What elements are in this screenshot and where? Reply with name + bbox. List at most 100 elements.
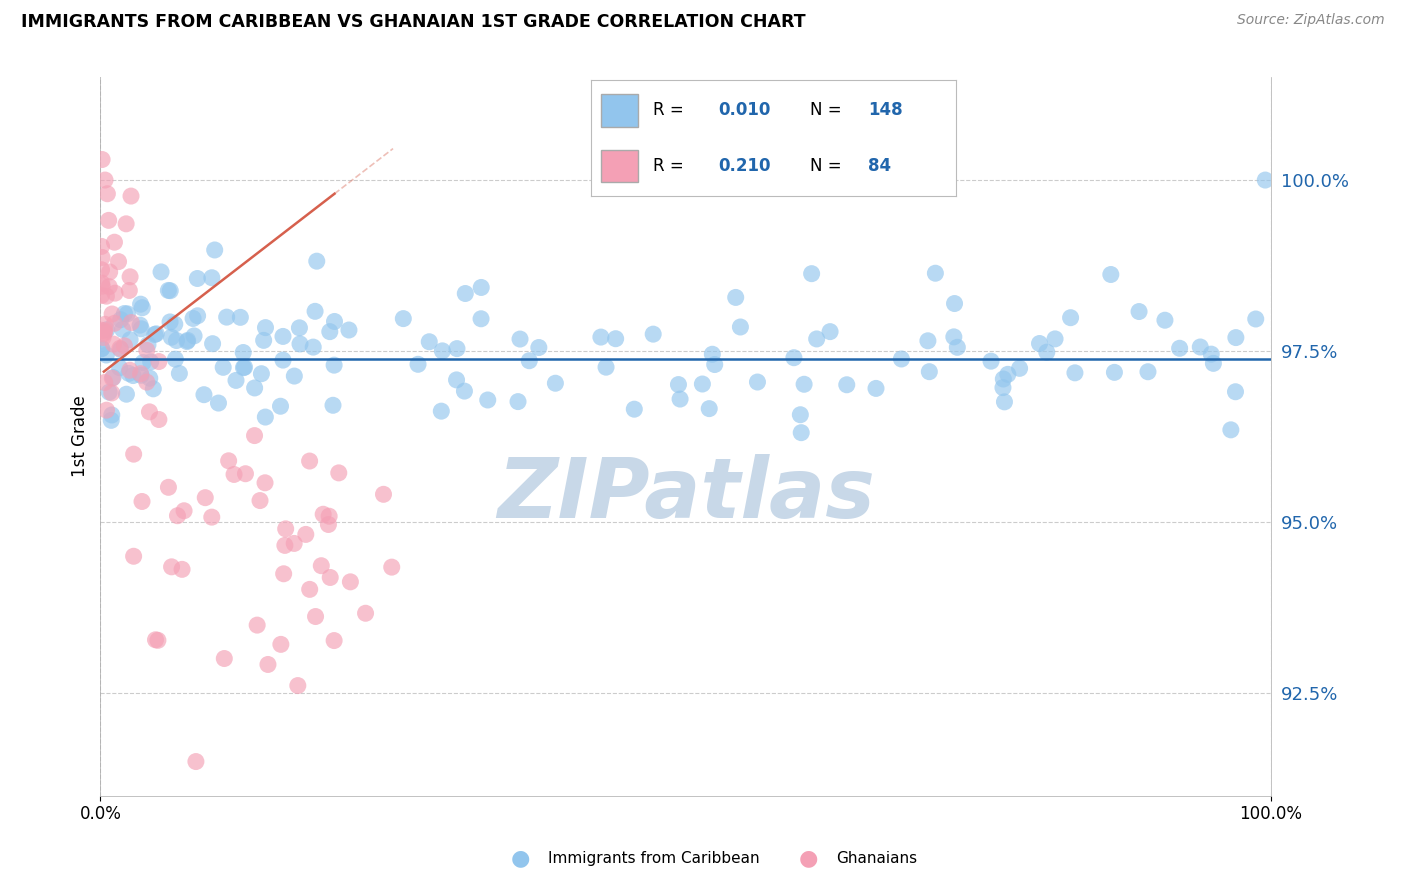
- Point: [1225, 384, 1247, 399]
- Point: [304, 304, 326, 318]
- Point: [790, 425, 813, 440]
- Point: [107, 254, 129, 268]
- Point: [283, 536, 305, 550]
- Point: [145, 632, 167, 647]
- Point: [96, 348, 118, 362]
- Point: [122, 368, 145, 383]
- Point: [225, 373, 247, 387]
- Point: [170, 562, 193, 576]
- Point: [294, 527, 316, 541]
- Point: [96, 403, 118, 417]
- Point: [114, 306, 136, 320]
- Point: [1168, 341, 1191, 355]
- Point: [181, 311, 204, 326]
- Point: [169, 367, 191, 381]
- Point: [90, 288, 112, 302]
- Point: [527, 341, 550, 355]
- Point: [173, 504, 195, 518]
- Point: [470, 280, 492, 294]
- Point: [94, 173, 117, 187]
- Point: [946, 340, 969, 354]
- Point: [1128, 304, 1150, 318]
- Point: [98, 265, 121, 279]
- Point: [623, 402, 645, 417]
- Point: [232, 360, 254, 375]
- Point: [692, 377, 714, 392]
- Point: [243, 428, 266, 442]
- Point: [91, 153, 114, 167]
- Point: [918, 365, 941, 379]
- Point: [643, 327, 665, 342]
- Point: [605, 332, 627, 346]
- Point: [789, 408, 811, 422]
- Point: [100, 408, 122, 422]
- Text: Immigrants from Caribbean: Immigrants from Caribbean: [548, 851, 761, 865]
- Text: ●: ●: [799, 848, 818, 868]
- Point: [98, 385, 121, 400]
- Point: [319, 570, 342, 584]
- Point: [446, 373, 468, 387]
- Point: [274, 538, 297, 552]
- Point: [250, 367, 273, 381]
- Point: [96, 186, 118, 201]
- Point: [148, 412, 170, 426]
- Point: [544, 376, 567, 391]
- Point: [122, 447, 145, 461]
- Point: [201, 510, 224, 524]
- Point: [1104, 365, 1126, 379]
- Point: [103, 235, 125, 250]
- Point: [271, 353, 294, 368]
- Point: [131, 301, 153, 315]
- Point: [120, 269, 142, 284]
- Point: [1189, 340, 1212, 354]
- Text: R =: R =: [652, 157, 683, 175]
- Point: [319, 325, 342, 339]
- Text: Source: ZipAtlas.com: Source: ZipAtlas.com: [1237, 13, 1385, 28]
- Point: [163, 317, 186, 331]
- Point: [176, 334, 198, 348]
- Point: [143, 327, 166, 342]
- Point: [1136, 365, 1159, 379]
- Point: [703, 358, 725, 372]
- Point: [93, 326, 115, 341]
- Point: [146, 633, 169, 648]
- Point: [432, 343, 454, 358]
- Point: [139, 371, 162, 385]
- Point: [91, 251, 114, 265]
- Point: [1225, 330, 1247, 344]
- Point: [93, 324, 115, 338]
- Point: [980, 354, 1002, 368]
- Point: [184, 755, 207, 769]
- Point: [246, 618, 269, 632]
- Point: [270, 399, 292, 413]
- Point: [183, 329, 205, 343]
- Point: [218, 454, 240, 468]
- Point: [1244, 312, 1267, 326]
- Point: [201, 336, 224, 351]
- Point: [589, 330, 612, 344]
- Point: [943, 296, 966, 310]
- Point: [865, 381, 887, 395]
- Point: [312, 508, 335, 522]
- Point: [233, 360, 256, 375]
- Point: [187, 309, 209, 323]
- Point: [159, 315, 181, 329]
- Point: [254, 320, 277, 334]
- Point: [212, 360, 235, 375]
- Point: [1199, 347, 1222, 361]
- Point: [235, 467, 257, 481]
- Point: [328, 466, 350, 480]
- Point: [430, 404, 453, 418]
- Point: [253, 334, 276, 348]
- Text: Ghanaians: Ghanaians: [837, 851, 918, 865]
- Point: [453, 384, 475, 398]
- Point: [288, 321, 311, 335]
- Point: [90, 239, 112, 253]
- Point: [145, 326, 167, 341]
- Point: [215, 310, 238, 325]
- Point: [229, 310, 252, 325]
- Point: [118, 363, 141, 377]
- Point: [90, 341, 112, 355]
- Text: 84: 84: [869, 157, 891, 175]
- Point: [818, 325, 841, 339]
